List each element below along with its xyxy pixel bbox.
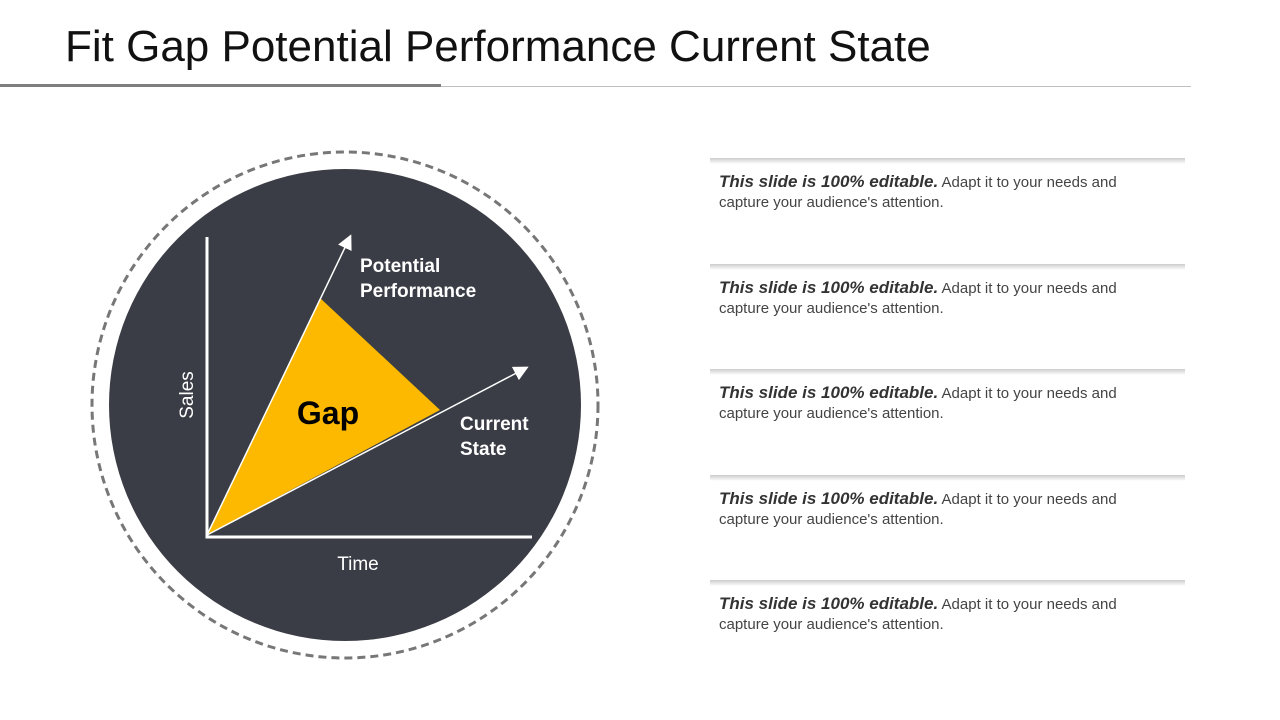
note-text: Adapt it to your needs and capture your … bbox=[719, 596, 1117, 633]
note-text: Adapt it to your needs and capture your … bbox=[719, 174, 1117, 211]
dashed-ring bbox=[90, 150, 600, 660]
note-bold: This slide is 100% editable. bbox=[719, 594, 939, 613]
divider bbox=[710, 158, 1185, 164]
rule bbox=[441, 86, 1191, 87]
axes bbox=[205, 237, 532, 539]
note-text: Adapt it to your needs and capture your … bbox=[719, 279, 1117, 317]
note-text: Adapt it to your needs and capture your … bbox=[719, 385, 1117, 422]
note: This slide is 100% editable. Adapt it to… bbox=[719, 489, 1139, 530]
note-text: Adapt it to your needs and capture your … bbox=[719, 490, 1117, 528]
note-bold: This slide is 100% editable. bbox=[719, 172, 939, 191]
y-label: Sales bbox=[177, 371, 198, 419]
divider bbox=[710, 263, 1185, 270]
rule bbox=[0, 84, 441, 87]
gap-label: Gap bbox=[297, 395, 359, 431]
lower-label: Current State bbox=[460, 414, 529, 460]
note-bold: This slide is 100% editable. bbox=[719, 277, 939, 297]
note: This slide is 100% editable. Adapt it to… bbox=[719, 383, 1139, 424]
divider bbox=[710, 474, 1185, 481]
arrow bbox=[206, 366, 529, 536]
arrow bbox=[206, 234, 352, 536]
title: Fit Gap Potential Performance Current St… bbox=[65, 22, 931, 71]
note: This slide is 100% editable. Adapt it to… bbox=[719, 278, 1139, 319]
divider bbox=[710, 580, 1185, 586]
upper-label: Potential Performance bbox=[360, 256, 476, 302]
note: This slide is 100% editable. Adapt it to… bbox=[719, 172, 1139, 213]
note: This slide is 100% editable. Adapt it to… bbox=[719, 594, 1139, 635]
divider bbox=[710, 369, 1185, 375]
note-bold: This slide is 100% editable. bbox=[719, 488, 939, 508]
diagram: Sales Time Potential Performance Current S… bbox=[90, 150, 600, 660]
x-label: Time bbox=[337, 554, 379, 575]
note-bold: This slide is 100% editable. bbox=[719, 383, 939, 402]
gap-area bbox=[207, 298, 440, 535]
